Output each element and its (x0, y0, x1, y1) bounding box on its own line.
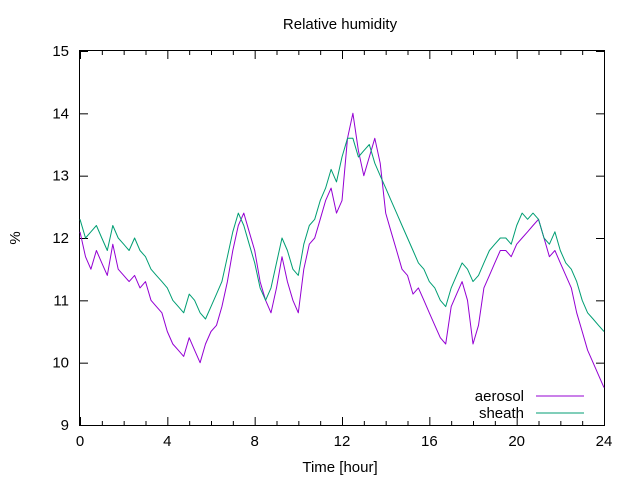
y-tick-label-2: 11 (53, 292, 69, 309)
plot-frame (79, 50, 605, 426)
x-tick-label-6: 24 (596, 433, 613, 450)
y-tick-label-6: 15 (52, 43, 69, 60)
y-axis-label: % (7, 231, 24, 244)
x-axis-label: Time [hour] (302, 459, 377, 476)
series-lines (79, 112, 605, 388)
tick-labels: 0 4 8 12 16 20 24 9 10 11 12 13 14 15 (52, 43, 612, 450)
x-tick-label-0: 0 (76, 433, 84, 450)
x-tick-label-2: 8 (250, 433, 258, 450)
x-tick-label-3: 12 (334, 433, 351, 450)
legend-label-aerosol: aerosol (475, 388, 524, 405)
y-tick-label-4: 13 (52, 168, 69, 185)
y-tick-label-1: 10 (52, 355, 69, 372)
x-tick-label-5: 20 (508, 433, 525, 450)
y-tick-label-3: 12 (52, 230, 69, 247)
legend-label-sheath: sheath (479, 405, 524, 422)
tick-marks (80, 51, 605, 426)
x-tick-label-4: 16 (421, 433, 438, 450)
chart-title: Relative humidity (283, 16, 398, 33)
y-tick-label-5: 14 (52, 105, 69, 122)
series-line-sheath (79, 137, 605, 332)
series-line-aerosol (79, 112, 605, 388)
x-tick-label-1: 4 (163, 433, 171, 450)
y-tick-label-0: 9 (61, 417, 69, 434)
